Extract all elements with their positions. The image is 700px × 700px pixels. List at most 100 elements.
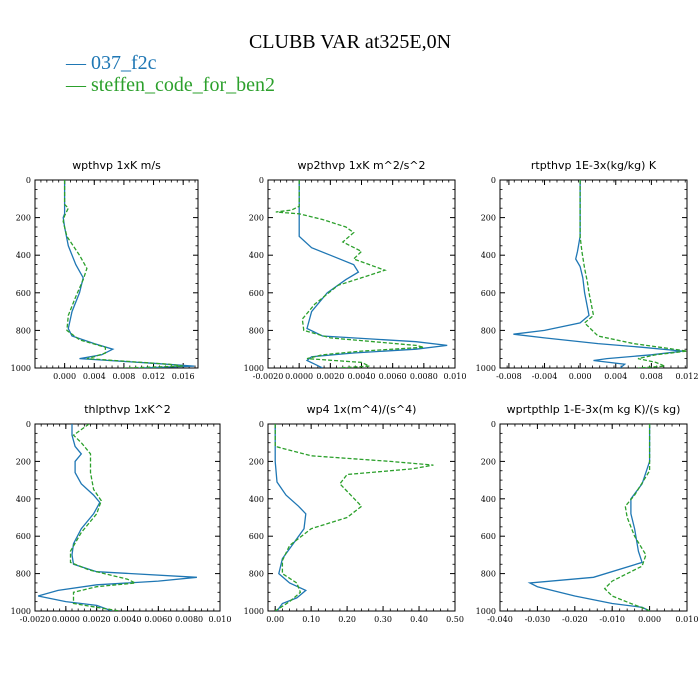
y-tick-label: 800 <box>16 570 31 579</box>
x-tick-label: 0.008 <box>640 372 663 381</box>
y-tick-label: 1000 <box>11 607 31 616</box>
series-line-steffen-code <box>603 424 651 611</box>
x-tick-label: 0.0080 <box>410 372 438 381</box>
x-tick-label: 0.012 <box>676 372 699 381</box>
x-tick-label: -0.008 <box>496 372 522 381</box>
series-line-steffen-code <box>275 180 424 368</box>
series-line-037-f2c <box>513 180 683 368</box>
x-tick-label: 0.10 <box>302 615 320 624</box>
figure-title: CLUBB VAR at325E,0N <box>248 31 452 53</box>
series-line-steffen-code <box>69 424 138 611</box>
x-tick-label: 0.0060 <box>379 372 407 381</box>
y-tick-label: 400 <box>16 251 31 260</box>
y-tick-label: 600 <box>16 289 31 298</box>
panel-title: wpthvp 1xK m/s <box>72 159 161 172</box>
series-line-steffen-code <box>62 180 184 368</box>
panel-6: wprtpthlp 1-E-3x(m kg K)/(s kg) 0 200 400 60… <box>476 403 699 624</box>
x-tick-label: 0.0000 <box>285 372 313 381</box>
x-tick-label: 0.000 <box>638 615 661 624</box>
y-tick-label: 600 <box>249 532 264 541</box>
x-tick-label: 0.0020 <box>316 372 344 381</box>
panel-title: wp2thvp 1xK m^2/s^2 <box>297 159 425 172</box>
x-tick-label: 0.00 <box>266 615 284 624</box>
series-line-037-f2c <box>274 424 308 611</box>
y-tick-label: 600 <box>249 289 264 298</box>
legend-entry-037-f2c: — 037_f2c <box>66 52 157 74</box>
x-tick-label: -0.010 <box>599 615 625 624</box>
panel-1: wpthvp 1xK m/s 0 200 400 600 800 1000 0.000 0.00… <box>11 159 199 381</box>
panel-title: rtpthvp 1E-3x(kg/kg) K <box>531 159 657 172</box>
y-tick-label: 800 <box>249 326 264 335</box>
y-tick-label: 0 <box>491 176 496 185</box>
x-tick-label: 0.0020 <box>83 615 111 624</box>
x-tick-label: -0.0020 <box>20 615 51 624</box>
y-tick-label: 400 <box>249 495 264 504</box>
y-tick-label: 200 <box>481 214 496 223</box>
x-tick-label: 0.004 <box>83 372 106 381</box>
series-line-steffen-code <box>579 180 687 368</box>
y-tick-label: 800 <box>481 570 496 579</box>
x-tick-label: 0.010 <box>676 615 699 624</box>
x-tick-label: 0.008 <box>112 372 135 381</box>
x-tick-label: -0.004 <box>532 372 558 381</box>
x-tick-label: 0.016 <box>172 372 195 381</box>
panel-title: thlpthvp 1xK^2 <box>84 403 171 416</box>
y-tick-label: 1000 <box>11 364 31 373</box>
y-tick-label: 600 <box>16 532 31 541</box>
x-tick-label: 0.004 <box>604 372 627 381</box>
legend-entry-steffen-code: — steffen_code_for_ben2 <box>66 74 276 96</box>
y-tick-label: 0 <box>26 176 31 185</box>
y-tick-label: 400 <box>481 251 496 260</box>
panel-2: wp2thvp 1xK m^2/s^2 0 200 400 600 800 1000-0.0… <box>244 159 467 381</box>
x-tick-label: 0.50 <box>446 615 464 624</box>
x-tick-label: 0.000 <box>569 372 592 381</box>
x-tick-label: 0.0080 <box>175 615 203 624</box>
x-tick-label: -0.040 <box>487 615 513 624</box>
x-tick-label: 0.012 <box>142 372 165 381</box>
y-tick-label: 800 <box>16 326 31 335</box>
x-tick-label: 0.30 <box>374 615 392 624</box>
series-line-037-f2c <box>62 180 195 368</box>
series-line-steffen-code <box>274 424 434 611</box>
y-tick-label: 800 <box>249 570 264 579</box>
series-line-037-f2c <box>37 424 197 611</box>
x-tick-label: 0.0040 <box>348 372 376 381</box>
y-tick-label: 0 <box>26 420 31 429</box>
x-tick-label: 0.20 <box>338 615 356 624</box>
plot-frame <box>34 179 199 369</box>
y-tick-label: 1000 <box>476 364 496 373</box>
x-tick-label: 0.0040 <box>114 615 142 624</box>
panel-title: wp4 1x(m^4)/(s^4) <box>307 403 417 416</box>
x-tick-label: 0.010 <box>209 615 232 624</box>
x-tick-label: 0.000 <box>53 372 76 381</box>
y-tick-label: 0 <box>259 176 264 185</box>
y-tick-label: 800 <box>481 326 496 335</box>
y-tick-label: 200 <box>16 214 31 223</box>
x-tick-label: 0.010 <box>444 372 467 381</box>
y-tick-label: 400 <box>481 495 496 504</box>
x-tick-label: 0.40 <box>410 615 428 624</box>
y-tick-label: 200 <box>16 457 31 466</box>
y-tick-label: 0 <box>259 420 264 429</box>
x-tick-label: 0.0000 <box>52 615 80 624</box>
x-tick-label: -0.030 <box>525 615 551 624</box>
plot-frame <box>267 179 456 369</box>
plot-frame <box>499 423 688 612</box>
x-tick-label: 0.0060 <box>144 615 172 624</box>
y-tick-label: 600 <box>481 289 496 298</box>
x-tick-label: -0.020 <box>562 615 588 624</box>
series-line-037-f2c <box>527 424 651 611</box>
y-tick-label: 0 <box>491 420 496 429</box>
panel-3: rtpthvp 1E-3x(kg/kg) K02004006008001000-… <box>476 159 699 381</box>
y-tick-label: 600 <box>481 532 496 541</box>
plot-frame <box>499 179 688 369</box>
y-tick-label: 400 <box>16 495 31 504</box>
y-tick-label: 200 <box>481 457 496 466</box>
panel-title: wprtpthlp 1-E-3x(m kg K)/(s kg) <box>507 403 681 416</box>
y-tick-label: 400 <box>249 251 264 260</box>
y-tick-label: 1000 <box>244 364 264 373</box>
x-tick-label: -0.0020 <box>253 372 284 381</box>
y-tick-label: 1000 <box>476 607 496 616</box>
